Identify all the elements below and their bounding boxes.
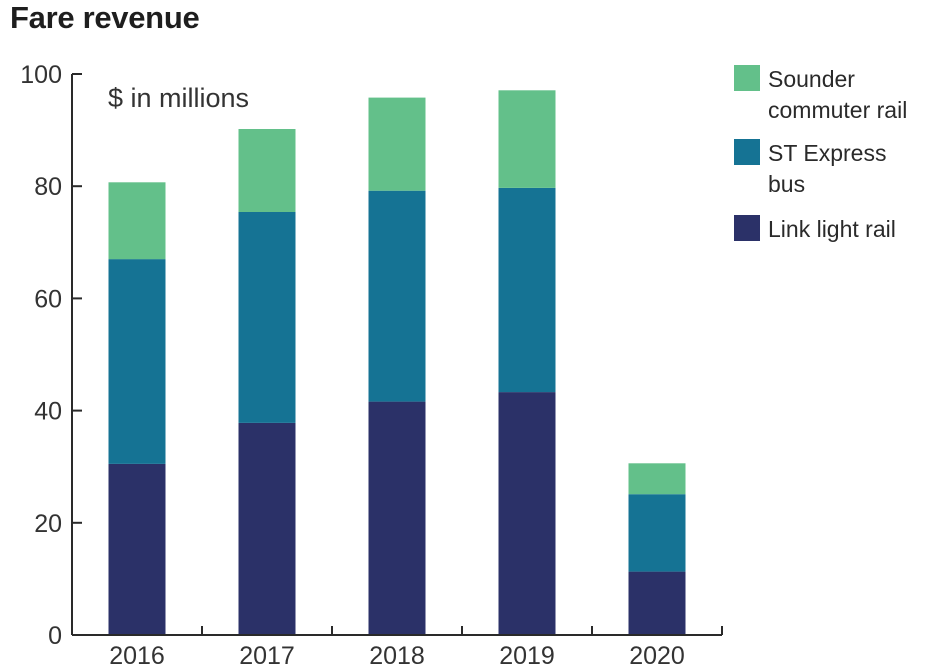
bar-2017-sounder-commuter-rail bbox=[238, 129, 296, 212]
bar-2017-link-light-rail bbox=[238, 422, 296, 635]
legend-label-st-express: ST Express bus bbox=[768, 140, 887, 197]
legend-swatch-st-express bbox=[734, 139, 760, 165]
bar-2016-link-light-rail bbox=[108, 463, 166, 635]
bar-2016-sounder-commuter-rail bbox=[108, 182, 166, 260]
legend-label-link: Link light rail bbox=[768, 216, 896, 242]
x-tick-label-2018: 2018 bbox=[369, 642, 425, 665]
bar-2019-link-light-rail bbox=[498, 392, 556, 635]
bar-group bbox=[108, 90, 686, 635]
legend-item-sounder: Sounder commuter rail bbox=[734, 64, 929, 126]
legend-item-st-express: ST Express bus bbox=[734, 138, 929, 200]
x-tick-label-2019: 2019 bbox=[499, 642, 555, 665]
bar-2019-sounder-commuter-rail bbox=[498, 90, 556, 188]
x-tick-label-2020: 2020 bbox=[629, 642, 685, 665]
bar-2020-link-light-rail bbox=[628, 571, 686, 635]
bar-2018-st-express-bus bbox=[368, 190, 426, 402]
unit-note: $ in millions bbox=[108, 83, 250, 113]
legend: Sounder commuter rail ST Express bus Lin… bbox=[734, 64, 929, 259]
y-tick-label-80: 80 bbox=[34, 173, 62, 201]
y-tick-label-100: 100 bbox=[20, 61, 62, 89]
y-tick-label-20: 20 bbox=[34, 510, 62, 538]
y-tick-label-60: 60 bbox=[34, 285, 62, 313]
axes: 2016 2017 2018 2019 2020 0 20 40 60 80 100 bbox=[20, 61, 723, 665]
bar-2018-link-light-rail bbox=[368, 401, 426, 635]
bar-2016-st-express-bus bbox=[108, 259, 166, 464]
x-tick-label-2017: 2017 bbox=[239, 642, 295, 665]
bar-2019-st-express-bus bbox=[498, 187, 556, 393]
legend-item-link: Link light rail bbox=[734, 214, 929, 245]
bar-2017-st-express-bus bbox=[238, 212, 296, 423]
bar-2020-sounder-commuter-rail bbox=[628, 463, 686, 495]
chart-title: Fare revenue bbox=[10, 0, 200, 35]
legend-label-sounder: Sounder commuter rail bbox=[768, 66, 908, 123]
bar-2018-sounder-commuter-rail bbox=[368, 97, 426, 191]
y-tick-label-40: 40 bbox=[34, 398, 62, 426]
legend-swatch-link bbox=[734, 215, 760, 241]
bar-2020-st-express-bus bbox=[628, 494, 686, 572]
x-tick-label-2016: 2016 bbox=[109, 642, 165, 665]
y-tick-label-0: 0 bbox=[48, 622, 62, 650]
legend-swatch-sounder bbox=[734, 65, 760, 91]
